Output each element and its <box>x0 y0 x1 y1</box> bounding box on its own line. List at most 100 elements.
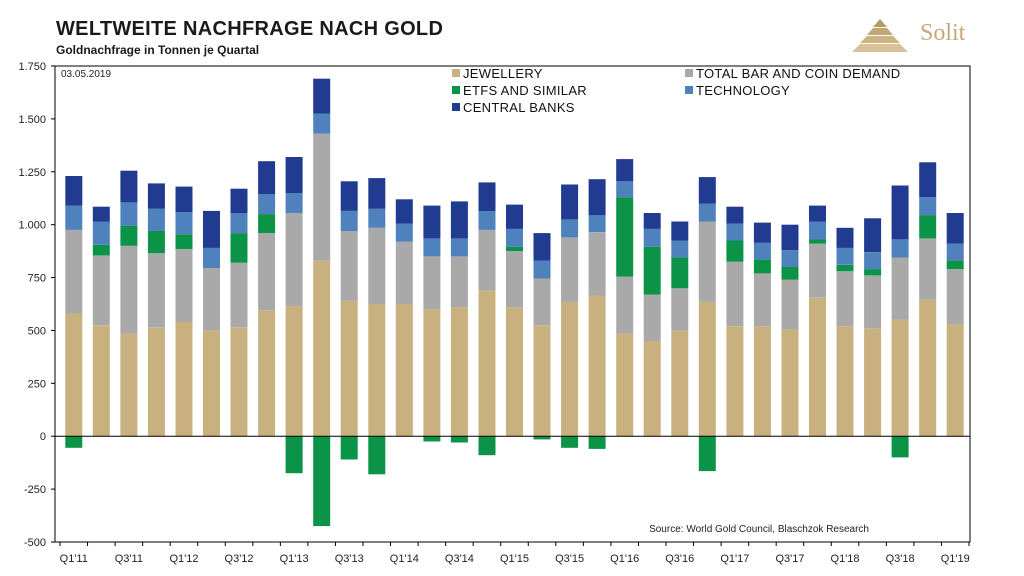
bar-segment-etfs-and-similar-25 <box>753 259 771 274</box>
legend-label: CENTRAL BANKS <box>463 100 575 115</box>
bar-segment-central-banks-30 <box>891 185 909 240</box>
bar-segment-jewellery-29 <box>864 328 882 437</box>
bar-segment-etfs-and-similar-7 <box>258 214 276 234</box>
bar-segment-jewellery-32 <box>946 324 964 437</box>
bar-segment-central-banks-23 <box>698 177 716 204</box>
bar-segment-etfs-and-similar-31 <box>919 215 937 239</box>
bar-segment-etfs-and-similar-4 <box>175 234 193 249</box>
bar-segment-total-bar-and-coin-demand-31 <box>919 238 937 300</box>
bar-segment-technology-8 <box>285 192 303 213</box>
bar-segment-central-banks-14 <box>450 201 468 239</box>
bar-segment-central-banks-7 <box>258 161 276 194</box>
bar-segment-total-bar-and-coin-demand-11 <box>368 227 386 304</box>
bar-segment-jewellery-26 <box>781 329 799 437</box>
y-tick-label: -500 <box>24 537 46 549</box>
bar-segment-etfs-and-similar-11 <box>368 436 386 475</box>
bar-segment-jewellery-19 <box>588 295 606 437</box>
bar-segment-total-bar-and-coin-demand-30 <box>891 257 909 320</box>
bar-segment-total-bar-and-coin-demand-1 <box>92 255 110 326</box>
legend-swatch <box>452 69 460 77</box>
x-tick-label: Q1'19 <box>941 553 970 565</box>
bar-segment-total-bar-and-coin-demand-25 <box>753 273 771 327</box>
bar-segment-technology-7 <box>258 194 276 215</box>
x-tick-label: Q1'17 <box>720 553 749 565</box>
bar-segment-technology-21 <box>643 228 661 247</box>
bar-segment-technology-9 <box>313 113 331 134</box>
chart-subtitle: Goldnachfrage in Tonnen je Quartal <box>56 43 260 57</box>
bar-segment-etfs-and-similar-15 <box>478 436 496 456</box>
bar-segment-technology-29 <box>864 252 882 270</box>
y-tick-label: 500 <box>28 325 46 337</box>
bar-segment-central-banks-19 <box>588 179 606 216</box>
bar-segment-technology-2 <box>120 202 138 226</box>
bar-segment-total-bar-and-coin-demand-17 <box>533 278 551 326</box>
bar-segment-technology-23 <box>698 203 716 222</box>
bar-segment-etfs-and-similar-0 <box>65 436 83 448</box>
bar-segment-total-bar-and-coin-demand-26 <box>781 279 799 330</box>
bar-segment-etfs-and-similar-26 <box>781 267 799 280</box>
bar-segment-total-bar-and-coin-demand-16 <box>506 251 523 308</box>
legend-label: TOTAL BAR AND COIN DEMAND <box>696 66 900 81</box>
bar-segment-total-bar-and-coin-demand-32 <box>946 269 964 325</box>
bar-segment-jewellery-20 <box>616 333 634 437</box>
bar-segment-central-banks-3 <box>147 183 165 209</box>
bar-segment-jewellery-5 <box>203 330 220 437</box>
bar-segment-jewellery-9 <box>313 260 331 437</box>
bar-segment-etfs-and-similar-13 <box>423 436 441 442</box>
bar-segment-technology-17 <box>533 260 551 279</box>
bar-segment-jewellery-15 <box>478 290 496 437</box>
bar-segment-technology-26 <box>781 250 799 267</box>
bar-segment-jewellery-7 <box>258 310 276 437</box>
bar-segment-central-banks-5 <box>203 210 220 248</box>
bar-segment-jewellery-18 <box>561 301 579 437</box>
bar-segment-technology-0 <box>65 205 83 230</box>
bar-segment-total-bar-and-coin-demand-7 <box>258 233 276 311</box>
bar-segment-total-bar-and-coin-demand-9 <box>313 133 331 261</box>
x-tick-label: Q3'18 <box>886 553 915 565</box>
bar-segment-jewellery-24 <box>726 326 744 437</box>
bar-segment-technology-19 <box>588 215 606 232</box>
bar-segment-etfs-and-similar-17 <box>533 436 551 440</box>
bar-segment-central-banks-1 <box>92 206 110 222</box>
bar-segment-etfs-and-similar-23 <box>698 436 716 472</box>
legend-label: ETFS AND SIMILAR <box>463 83 587 98</box>
x-tick-label: Q3'12 <box>225 553 254 565</box>
bar-segment-etfs-and-similar-24 <box>726 240 744 262</box>
bar-segment-jewellery-31 <box>919 299 937 437</box>
bar-segment-technology-10 <box>340 210 358 231</box>
legend-swatch <box>452 103 460 111</box>
bar-segment-technology-24 <box>726 223 744 241</box>
bar-segment-jewellery-17 <box>533 325 551 437</box>
x-tick-label: Q3'15 <box>555 553 584 565</box>
bar-segment-etfs-and-similar-1 <box>92 244 110 256</box>
bar-segment-etfs-and-similar-8 <box>285 436 303 474</box>
bar-segment-central-banks-2 <box>120 170 138 203</box>
bar-segment-etfs-and-similar-27 <box>809 239 826 244</box>
bar-segment-technology-32 <box>946 243 964 261</box>
bar-segment-total-bar-and-coin-demand-0 <box>65 230 83 314</box>
bar-segment-etfs-and-similar-3 <box>147 231 165 254</box>
bar-segment-technology-18 <box>561 219 579 238</box>
bar-segment-jewellery-27 <box>809 297 826 437</box>
bar-segment-technology-11 <box>368 208 386 228</box>
bar-segment-total-bar-and-coin-demand-21 <box>643 294 661 341</box>
y-tick-label: -250 <box>24 484 46 496</box>
x-tick-label: Q3'13 <box>335 553 364 565</box>
y-tick-label: 0 <box>40 431 46 443</box>
x-tick-label: Q1'16 <box>610 553 639 565</box>
legend-label: TECHNOLOGY <box>696 83 790 98</box>
bar-segment-central-banks-18 <box>561 184 579 220</box>
bar-segment-etfs-and-similar-32 <box>946 260 964 270</box>
bar-segment-total-bar-and-coin-demand-6 <box>230 262 248 328</box>
bar-segment-central-banks-29 <box>864 218 882 253</box>
bar-segment-central-banks-25 <box>753 222 771 243</box>
bar-segment-central-banks-4 <box>175 186 193 212</box>
bar-segment-technology-27 <box>809 221 826 240</box>
bar-segment-jewellery-13 <box>423 309 441 437</box>
bar-segment-central-banks-31 <box>919 162 937 198</box>
bar-segment-technology-15 <box>478 210 496 230</box>
bar-segment-technology-25 <box>753 242 771 260</box>
plot-frame <box>54 65 971 543</box>
bar-segment-technology-3 <box>147 208 165 231</box>
